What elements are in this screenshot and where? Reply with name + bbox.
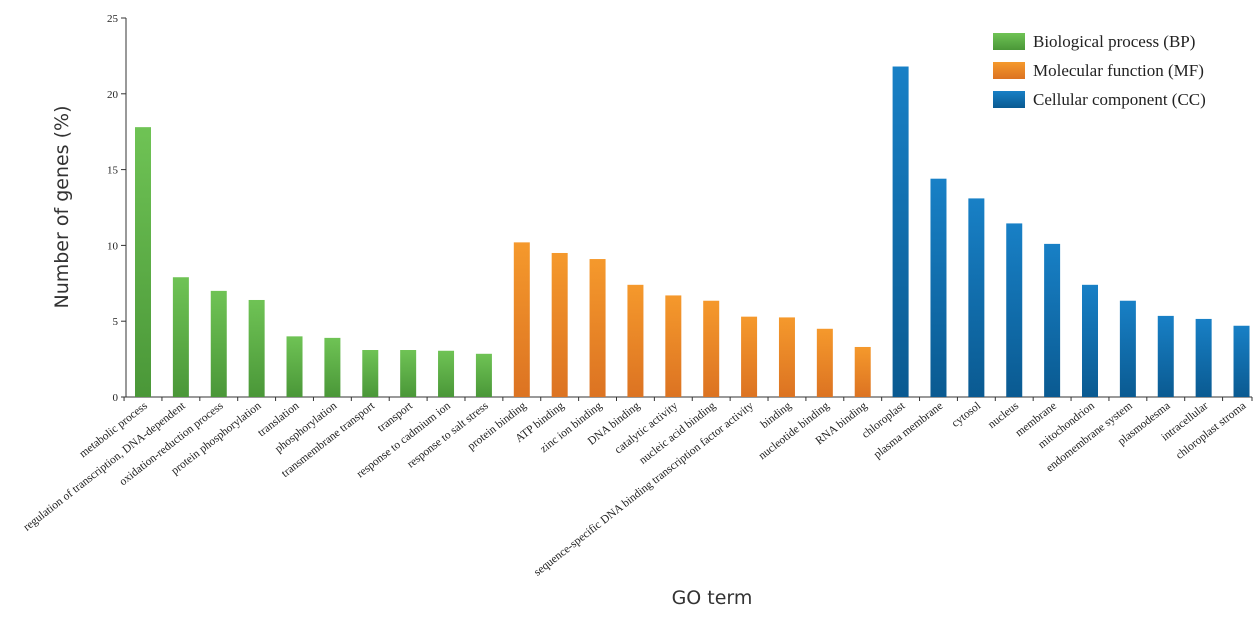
- bar-mitochondrion: [1082, 284, 1098, 397]
- bar-plasmodesma: [1157, 315, 1174, 397]
- bar-rna-binding: [854, 346, 871, 397]
- bar-catalytic-activity: [665, 295, 682, 397]
- bar-binding: [778, 317, 795, 397]
- bar-regulation-of-transcription-dna-dependent: [172, 277, 189, 397]
- legend: Biological process (BP) Molecular functio…: [993, 32, 1206, 109]
- bar-transport: [400, 350, 417, 397]
- x-tick-label-plasma-membrane: plasma membrane: [872, 400, 946, 461]
- bar-intracellular: [1195, 318, 1212, 397]
- bar-chloroplast: [892, 66, 909, 398]
- x-axis: [123, 396, 1253, 401]
- bar-zinc-ion-binding: [589, 259, 606, 397]
- x-tick-label-binding: binding: [759, 400, 794, 431]
- x-tick-label-regulation-of-transcription-dna-dependent: regulation of transcription, DNA-depende…: [21, 399, 188, 533]
- legend-label-1: Molecular function (MF): [1033, 61, 1204, 80]
- legend-swatch-2: [993, 91, 1025, 108]
- bar-translation: [286, 336, 303, 397]
- bar-oxidation-reduction-process: [210, 290, 227, 397]
- y-tick-label: 25: [107, 13, 119, 25]
- x-tick-label-chloroplast-stroma: chloroplast stroma: [1174, 400, 1249, 462]
- bar-sequence-specific-dna-binding-transcription-factor-activity: [741, 316, 758, 397]
- y-tick-label: 15: [107, 165, 119, 177]
- bar-response-to-cadmium-ion: [438, 350, 455, 397]
- legend-swatch-1: [993, 62, 1025, 79]
- x-tick-label-nucleus: nucleus: [986, 400, 1021, 431]
- bar-dna-binding: [627, 284, 644, 397]
- bar-atp-binding: [551, 252, 568, 397]
- bar-protein-phosphorylation: [248, 299, 265, 397]
- x-axis-title: GO term: [672, 587, 753, 609]
- bar-plasma-membrane: [930, 178, 947, 397]
- bar-nucleotide-binding: [816, 328, 833, 397]
- bars-group: [135, 66, 1250, 398]
- bar-protein-binding: [513, 242, 530, 397]
- bar-membrane: [1044, 243, 1061, 397]
- bar-phosphorylation: [324, 337, 341, 397]
- bar-nucleus: [1006, 223, 1023, 397]
- bar-cytosol: [968, 198, 985, 397]
- y-tick-label: 10: [107, 240, 119, 252]
- y-tick-label: 0: [113, 392, 119, 404]
- legend-swatch-0: [993, 33, 1025, 50]
- bar-endomembrane-system: [1119, 300, 1136, 397]
- legend-label-2: Cellular component (CC): [1033, 90, 1206, 109]
- bar-metabolic-process: [135, 127, 151, 397]
- x-tick-label-cytosol: cytosol: [950, 400, 984, 430]
- y-axis-title: Number of genes (%): [51, 105, 73, 308]
- x-tick-label-nucleotide-binding: nucleotide binding: [757, 400, 832, 463]
- bar-transmembrane-transport: [362, 350, 379, 397]
- bar-chloroplast-stroma: [1233, 325, 1250, 397]
- y-tick-label: 20: [107, 89, 119, 101]
- y-tick-label: 5: [113, 316, 119, 328]
- y-axis: 0 5 10 15 20 25: [107, 13, 127, 404]
- bar-nucleic-acid-binding: [703, 300, 720, 397]
- bar-response-to-salt-stress: [475, 353, 492, 397]
- legend-label-0: Biological process (BP): [1033, 32, 1195, 51]
